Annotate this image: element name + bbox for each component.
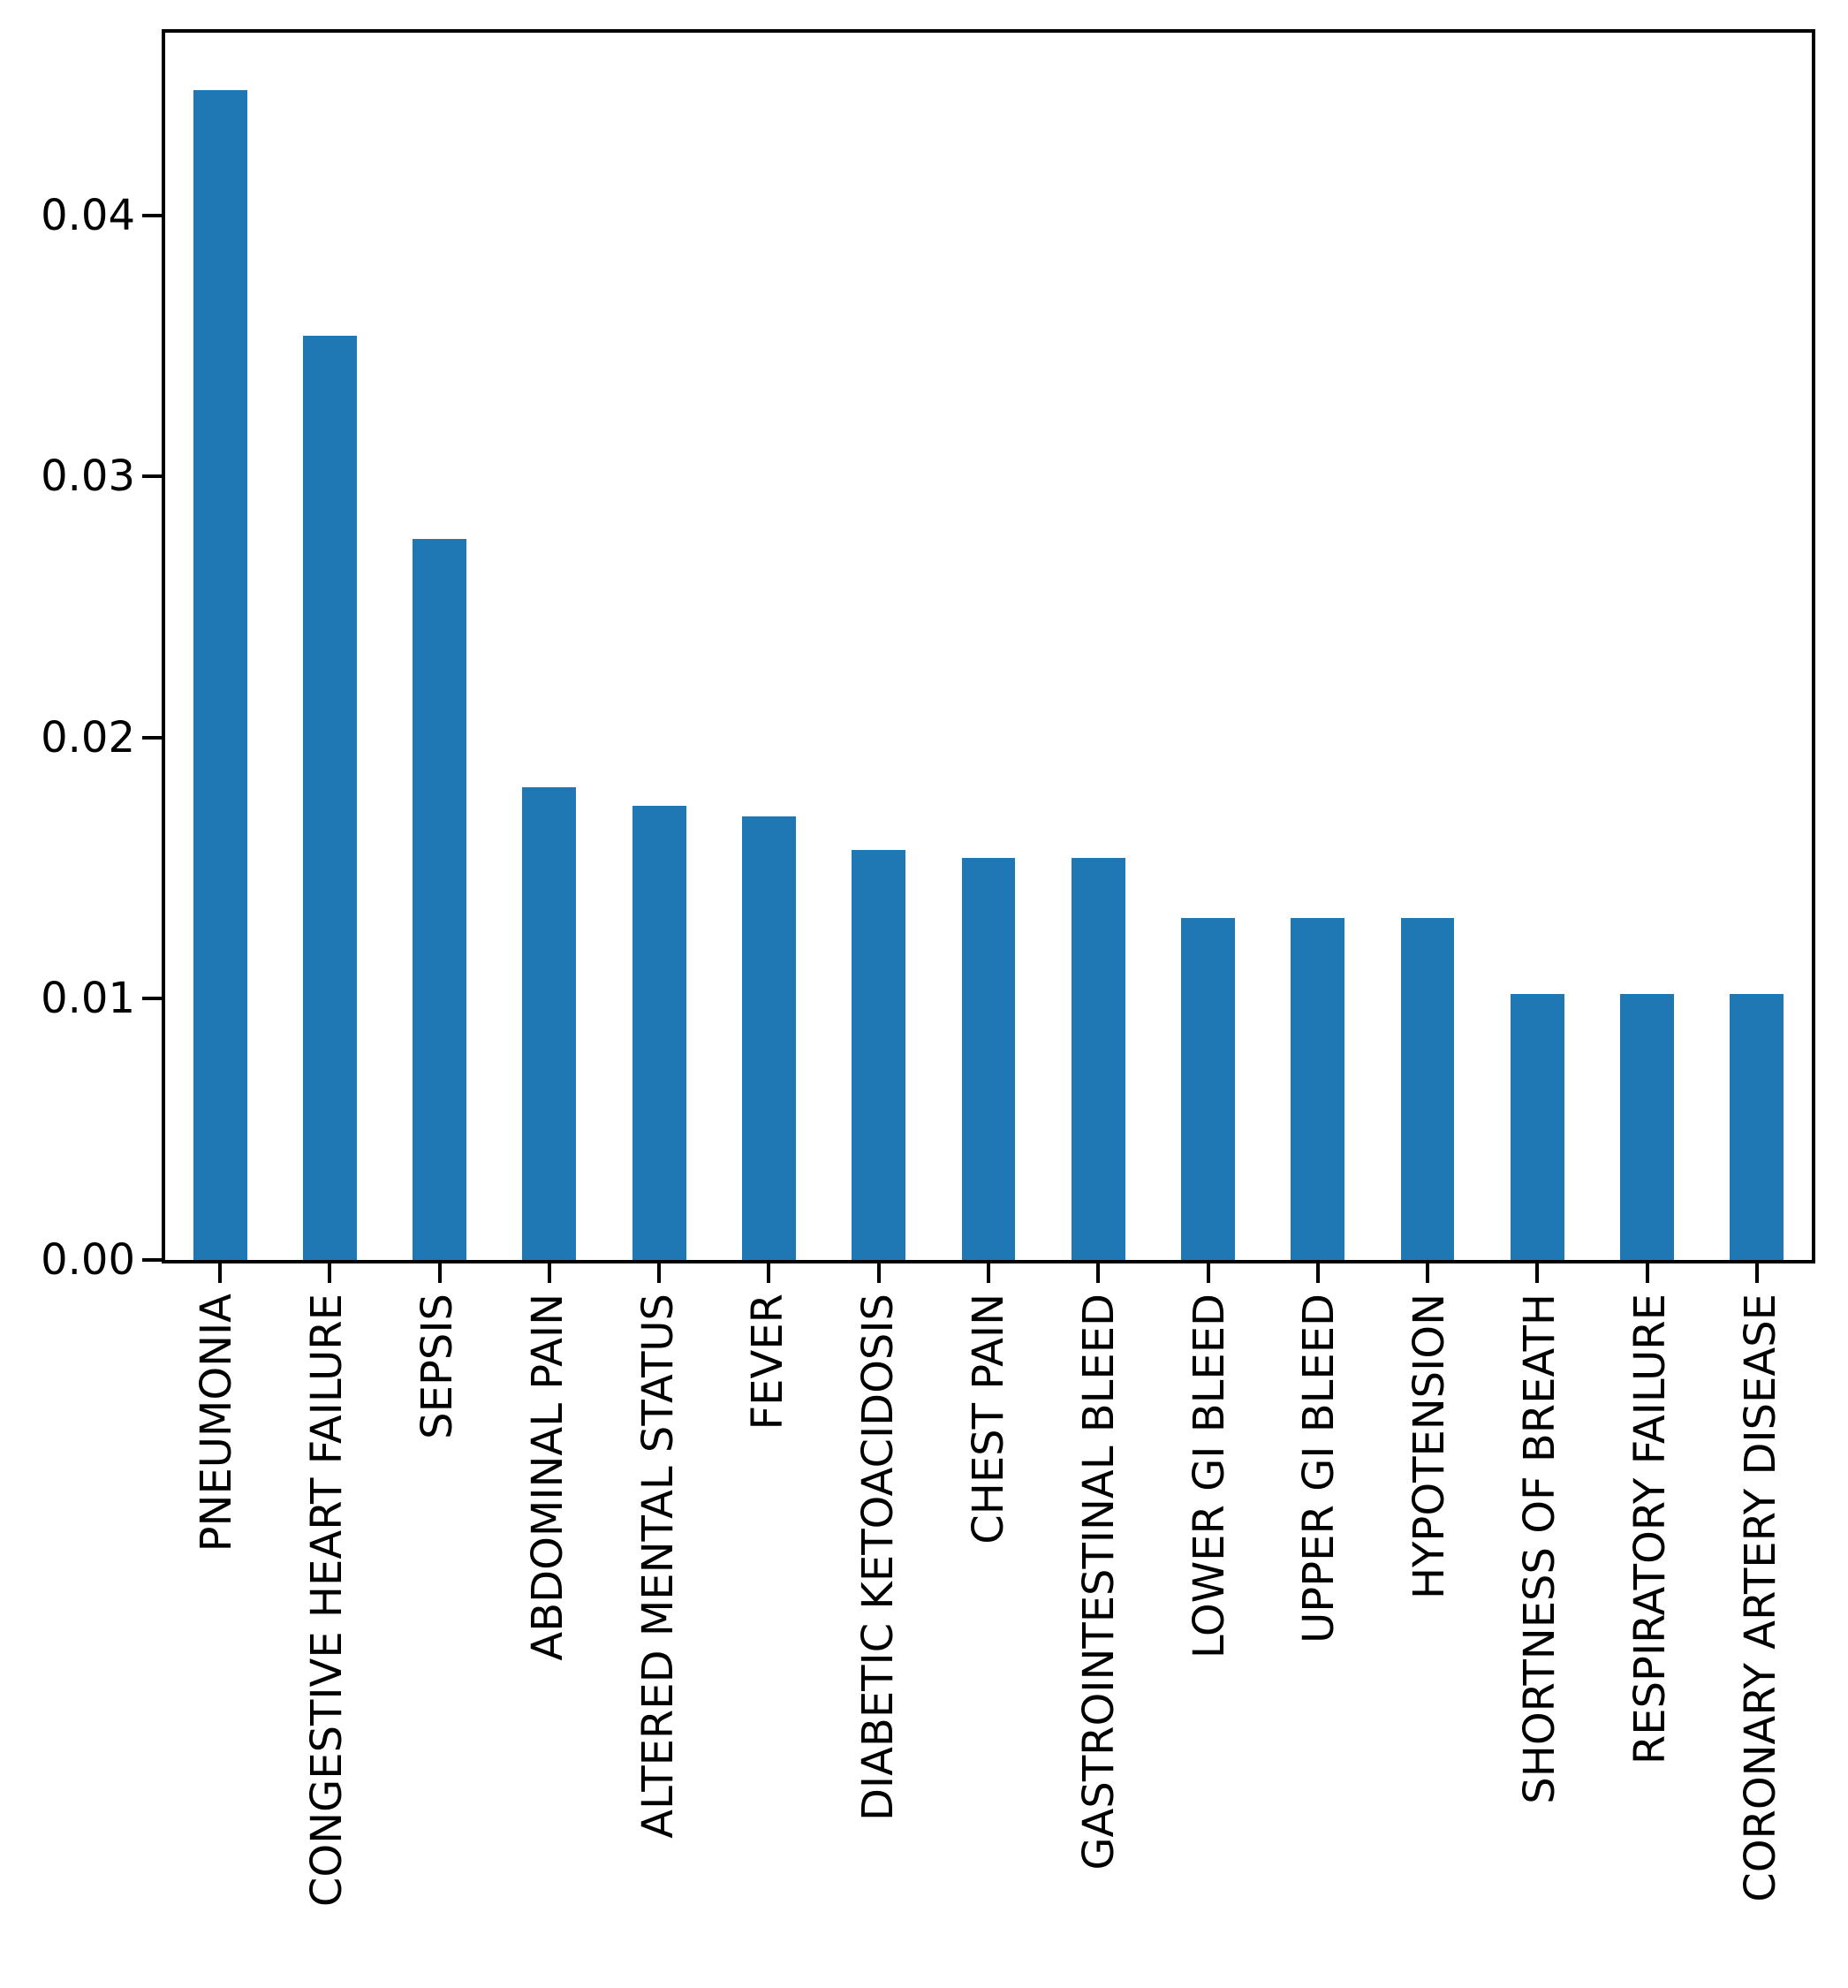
bar-slot [385,33,495,1260]
x-tick-label: CORONARY ARTERY DISEASE [1735,1294,1785,1902]
y-tick-label: 0.04 [41,190,135,240]
x-tick-mark [1535,1263,1540,1283]
x-tick-label: PNEUMONIA [192,1294,242,1552]
y-tick-label: 0.01 [41,974,135,1024]
x-label-cell: ABDOMINAL PAIN [492,1294,602,1988]
x-label-cell: HYPOTENSION [1375,1294,1485,1988]
bar [742,816,796,1260]
x-tick-label: UPPER GI BLEED [1294,1294,1344,1643]
x-tick-mark [1426,1263,1430,1283]
bar [1730,993,1784,1260]
x-label-cell: RESPIRATORY FAILURE [1594,1294,1705,1988]
x-label-cell: CORONARY ARTERY DISEASE [1705,1294,1815,1988]
bar [1400,917,1455,1260]
x-tick-mark [1206,1263,1210,1283]
x-label-cell: GASTROINTESTINAL BLEED [1043,1294,1154,1988]
bar [632,805,686,1260]
bar [1291,917,1345,1260]
x-tick-mark [1315,1263,1320,1283]
x-tick-mark [987,1263,990,1283]
y-tick-label: 0.00 [41,1235,135,1285]
x-label-cell: FEVER [713,1294,823,1988]
x-label-cell: DIABETIC KETOACIDOSIS [823,1294,934,1988]
y-tick-label: 0.02 [41,712,135,763]
bar-slot [165,33,275,1260]
x-tick-label: FEVER [743,1294,793,1430]
x-tick-label: HYPOTENSION [1405,1294,1455,1600]
x-label-cell: CHEST PAIN [934,1294,1044,1988]
bar-slot [1263,33,1373,1260]
bar-slot [1702,33,1812,1260]
bar-slot [1482,33,1592,1260]
bar-slot [1153,33,1262,1260]
bar [1181,917,1235,1260]
bar-slot [1043,33,1153,1260]
y-tick-mark [142,213,162,217]
bar [1620,993,1675,1260]
x-label-cell: CONGESTIVE HEART FAILURE [272,1294,382,1988]
bar-slot [1373,33,1482,1260]
bar [1510,993,1564,1260]
x-label-cell: LOWER GI BLEED [1154,1294,1264,1988]
x-tick-label: CONGESTIVE HEART FAILURE [302,1294,352,1908]
x-tick-mark [1754,1263,1759,1283]
x-tick-label: CHEST PAIN [963,1294,1013,1544]
x-axis-labels: PNEUMONIA CONGESTIVE HEART FAILURE SEPSIS A… [162,1294,1815,1988]
y-tick-mark [142,474,162,479]
bar-slot [495,33,604,1260]
bar [961,857,1016,1260]
x-label-cell: SEPSIS [382,1294,493,1988]
bar [413,539,467,1260]
x-tick-mark [1096,1263,1101,1283]
bar-slot [275,33,384,1260]
x-tick-label: SEPSIS [412,1294,462,1439]
x-tick-mark [657,1263,662,1283]
x-tick-label: GASTROINTESTINAL BLEED [1073,1294,1124,1870]
x-label-cell: UPPER GI BLEED [1264,1294,1375,1988]
y-tick-mark [142,735,162,740]
bar-slot [604,33,714,1260]
x-tick-mark [218,1263,223,1283]
x-tick-label: LOWER GI BLEED [1184,1294,1234,1659]
bar [522,787,577,1260]
y-tick-mark [142,1258,162,1262]
bar-slot [714,33,823,1260]
x-label-cell: PNEUMONIA [162,1294,272,1988]
x-tick-mark [1645,1263,1649,1283]
y-tick-mark [142,997,162,1001]
x-tick-label: DIABETIC KETOACIDOSIS [853,1294,904,1822]
x-tick-mark [328,1263,332,1283]
x-tick-mark [876,1263,881,1283]
bar-slot [934,33,1043,1260]
bar [302,335,357,1260]
x-tick-mark [767,1263,771,1283]
plot-area: 0.00 0.01 0.02 0.03 0.04 [41,29,1815,1283]
x-label-cell: SHORTNESS OF BREATH [1485,1294,1595,1988]
x-tick-label: RESPIRATORY FAILURE [1625,1294,1675,1765]
bar-slot [824,33,934,1260]
bar [1071,857,1125,1260]
bars-layer [165,33,1812,1260]
bar-slot [1592,33,1701,1260]
x-label-cell: ALTERED MENTAL STATUS [602,1294,713,1988]
x-tick-label: SHORTNESS OF BREATH [1514,1294,1564,1804]
x-tick-label: ALTERED MENTAL STATUS [632,1294,683,1839]
bar [852,850,906,1260]
y-tick-label: 0.03 [41,451,135,502]
x-tick-mark [437,1263,442,1283]
bar [193,90,247,1260]
x-tick-mark [547,1263,551,1283]
x-tick-label: ABDOMINAL PAIN [522,1294,572,1661]
